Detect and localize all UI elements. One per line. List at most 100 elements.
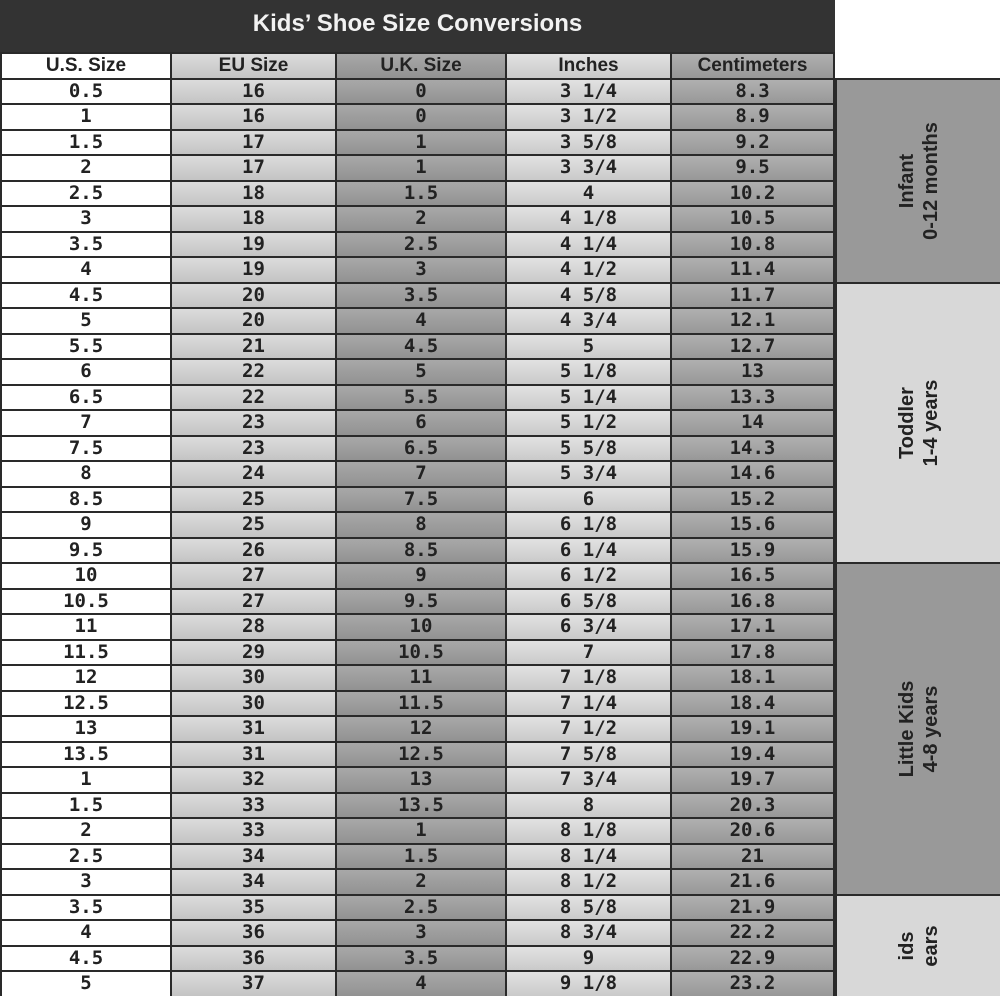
- cell-inches: 5 1/8: [507, 360, 672, 384]
- cell-us-size: 4.5: [0, 283, 172, 307]
- cell-uk-size: 12.5: [337, 742, 507, 766]
- cell-inches: 6 1/8: [507, 513, 672, 537]
- cell-centimeters: 12.1: [672, 309, 835, 333]
- cell-eu-size: 24: [172, 462, 337, 486]
- cell-eu-size: 21: [172, 334, 337, 358]
- cell-uk-size: 9.5: [337, 589, 507, 613]
- cell-centimeters: 10.2: [672, 181, 835, 205]
- table-row: 0.5 16 0 3 1/4 8.3: [0, 77, 835, 103]
- table-row: 6.5 22 5.5 5 1/4 13.3: [0, 383, 835, 409]
- age-group-label: Infant 0-12 months: [895, 122, 943, 240]
- cell-inches: 3 5/8: [507, 130, 672, 154]
- cell-inches: 6 3/4: [507, 615, 672, 639]
- cell-centimeters: 15.9: [672, 538, 835, 562]
- cell-uk-size: 8: [337, 513, 507, 537]
- cell-eu-size: 30: [172, 691, 337, 715]
- cell-inches: 8 3/4: [507, 921, 672, 945]
- cell-inches: 7: [507, 640, 672, 664]
- cell-eu-size: 32: [172, 768, 337, 792]
- cell-us-size: 2.5: [0, 844, 172, 868]
- cell-inches: 8 5/8: [507, 895, 672, 919]
- cell-eu-size: 17: [172, 156, 337, 180]
- cell-eu-size: 31: [172, 742, 337, 766]
- age-group-ages: 0-12 months: [919, 121, 942, 240]
- table-row: 11 28 10 6 3/4 17.1: [0, 613, 835, 639]
- size-table: U.S. Size EU Size U.K. Size Inches Centi…: [0, 52, 835, 996]
- cell-inches: 7 1/2: [507, 717, 672, 741]
- table-row: 8.5 25 7.5 6 15.2: [0, 485, 835, 511]
- cell-us-size: 8.5: [0, 487, 172, 511]
- cell-eu-size: 16: [172, 79, 337, 103]
- cell-uk-size: 1.5: [337, 844, 507, 868]
- table-row: 2 33 1 8 1/8 20.6: [0, 817, 835, 843]
- table-row: 13 31 12 7 1/2 19.1: [0, 715, 835, 741]
- cell-uk-size: 13: [337, 768, 507, 792]
- cell-uk-size: 1: [337, 156, 507, 180]
- cell-centimeters: 10.8: [672, 232, 835, 256]
- cell-eu-size: 31: [172, 717, 337, 741]
- cell-us-size: 3: [0, 207, 172, 231]
- cell-centimeters: 22.9: [672, 946, 835, 970]
- cell-inches: 4 3/4: [507, 309, 672, 333]
- cell-eu-size: 19: [172, 232, 337, 256]
- table-row: 10.5 27 9.5 6 5/8 16.8: [0, 587, 835, 613]
- table-row: 3.5 35 2.5 8 5/8 21.9: [0, 893, 835, 919]
- cell-us-size: 3.5: [0, 232, 172, 256]
- cell-us-size: 1.5: [0, 793, 172, 817]
- cell-uk-size: 9: [337, 564, 507, 588]
- cell-eu-size: 36: [172, 921, 337, 945]
- age-group: Little Kids 4-8 years: [835, 562, 1000, 894]
- cell-uk-size: 11: [337, 666, 507, 690]
- table-row: 4 19 3 4 1/2 11.4: [0, 256, 835, 282]
- cell-inches: 8 1/4: [507, 844, 672, 868]
- cell-inches: 5 3/4: [507, 462, 672, 486]
- cell-uk-size: 1: [337, 819, 507, 843]
- cell-centimeters: 17.1: [672, 615, 835, 639]
- cell-centimeters: 11.7: [672, 283, 835, 307]
- cell-eu-size: 22: [172, 360, 337, 384]
- header-uk-size: U.K. Size: [337, 54, 507, 78]
- table-row: 6 22 5 5 1/8 13: [0, 358, 835, 384]
- age-group-ages: 1-4 years: [919, 379, 942, 467]
- cell-uk-size: 0: [337, 105, 507, 129]
- table-row: 1 32 13 7 3/4 19.7: [0, 766, 835, 792]
- cell-uk-size: 12: [337, 717, 507, 741]
- age-group-name: Toddler: [895, 386, 918, 459]
- header-eu-size: EU Size: [172, 54, 337, 78]
- cell-eu-size: 35: [172, 895, 337, 919]
- cell-uk-size: 11.5: [337, 691, 507, 715]
- table-row: 3 18 2 4 1/8 10.5: [0, 205, 835, 231]
- table-row: 2.5 34 1.5 8 1/4 21: [0, 842, 835, 868]
- cell-uk-size: 1.5: [337, 181, 507, 205]
- cell-eu-size: 22: [172, 385, 337, 409]
- cell-centimeters: 14: [672, 411, 835, 435]
- table-row: 2.5 18 1.5 4 10.2: [0, 179, 835, 205]
- cell-centimeters: 9.2: [672, 130, 835, 154]
- cell-us-size: 12.5: [0, 691, 172, 715]
- cell-uk-size: 6.5: [337, 436, 507, 460]
- cell-uk-size: 2: [337, 207, 507, 231]
- cell-centimeters: 13.3: [672, 385, 835, 409]
- cell-eu-size: 29: [172, 640, 337, 664]
- age-group-label: Little Kids 4-8 years: [895, 680, 943, 777]
- cell-eu-size: 17: [172, 130, 337, 154]
- cell-inches: 4 5/8: [507, 283, 672, 307]
- cell-uk-size: 0: [337, 79, 507, 103]
- table-row: 8 24 7 5 3/4 14.6: [0, 460, 835, 486]
- cell-uk-size: 2.5: [337, 895, 507, 919]
- cell-us-size: 7.5: [0, 436, 172, 460]
- age-group-ages: 4-8 years: [919, 685, 942, 773]
- cell-eu-size: 19: [172, 258, 337, 282]
- table-row: 9 25 8 6 1/8 15.6: [0, 511, 835, 537]
- cell-us-size: 9.5: [0, 538, 172, 562]
- cell-uk-size: 3.5: [337, 283, 507, 307]
- cell-inches: 5 5/8: [507, 436, 672, 460]
- cell-centimeters: 9.5: [672, 156, 835, 180]
- cell-inches: 8 1/2: [507, 870, 672, 894]
- cell-inches: 8: [507, 793, 672, 817]
- cell-us-size: 13: [0, 717, 172, 741]
- cell-us-size: 2: [0, 156, 172, 180]
- cell-eu-size: 23: [172, 436, 337, 460]
- cell-uk-size: 1: [337, 130, 507, 154]
- cell-eu-size: 20: [172, 309, 337, 333]
